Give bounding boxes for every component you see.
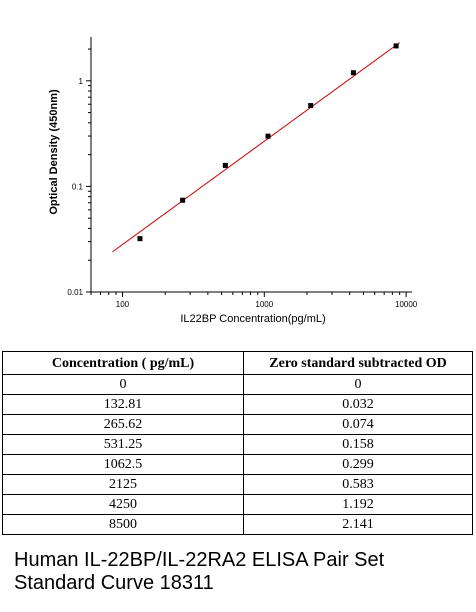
data-point: [393, 43, 399, 49]
cell-od: 1.192: [243, 494, 473, 515]
fit-line: [112, 42, 400, 253]
cell-od: 0: [243, 374, 473, 395]
y-axis-label: Optical Density (450nm): [48, 89, 60, 215]
data-point: [265, 133, 271, 139]
tick-labels: 100 1000 10000 0.01 0.1 1: [67, 77, 417, 309]
cell-od: 0.299: [243, 454, 473, 475]
table-row: 531.25 0.158: [2, 434, 473, 455]
table-row: 265.62 0.074: [2, 414, 473, 435]
y-tick-label: 1: [79, 77, 84, 86]
y-tick-label: 0.1: [72, 182, 84, 191]
data-point: [180, 197, 186, 203]
data-point: [308, 103, 314, 109]
cell-concentration: 531.25: [2, 434, 244, 455]
table-row: 132.81 0.032: [2, 394, 473, 415]
table-row: 2125 0.583: [2, 474, 473, 495]
cell-concentration: 0: [2, 374, 244, 395]
caption-line-2: Standard Curve 18311: [14, 572, 214, 594]
cell-od: 0.074: [243, 414, 473, 435]
x-tick-label: 1000: [255, 300, 273, 309]
x-axis-label: IL22BP Concentration(pg/mL): [180, 313, 325, 325]
x-tick-label: 100: [116, 300, 130, 309]
data-point: [137, 236, 143, 242]
data-point: [222, 162, 228, 168]
table-row: 1062.5 0.299: [2, 454, 473, 475]
cell-concentration: 8500: [2, 514, 244, 535]
cell-concentration: 2125: [2, 474, 244, 495]
cell-od: 0.583: [243, 474, 473, 495]
figure-caption: Human IL-22BP/IL-22RA2 ELISA Pair Set St…: [14, 549, 474, 595]
table-header-row: Concentration ( pg/mL) Zero standard sub…: [2, 351, 473, 375]
standard-curve-chart: 100 1000 10000 0.01 0.1 1 Optical Density (45…: [48, 37, 418, 325]
cell-concentration: 132.81: [2, 394, 244, 415]
header-concentration: Concentration ( pg/mL): [2, 351, 244, 375]
cell-concentration: 4250: [2, 494, 244, 515]
chart-axes: [86, 37, 412, 297]
cell-od: 0.032: [243, 394, 473, 415]
cell-od: 0.158: [243, 434, 473, 455]
data-point: [350, 70, 356, 76]
table-row: 4250 1.192: [2, 494, 473, 515]
x-tick-label: 10000: [395, 300, 418, 309]
header-od: Zero standard subtracted OD: [243, 351, 473, 375]
cell-concentration: 1062.5: [2, 454, 244, 475]
data-points: [137, 43, 399, 242]
table-row: 8500 2.141: [2, 514, 473, 535]
cell-od: 2.141: [243, 514, 473, 535]
caption-line-1: Human IL-22BP/IL-22RA2 ELISA Pair Set: [14, 549, 385, 571]
y-tick-label: 0.01: [67, 288, 83, 297]
fit-line-group: [112, 42, 400, 253]
standard-table: Concentration ( pg/mL) Zero standard sub…: [2, 351, 473, 535]
cell-concentration: 265.62: [2, 414, 244, 435]
